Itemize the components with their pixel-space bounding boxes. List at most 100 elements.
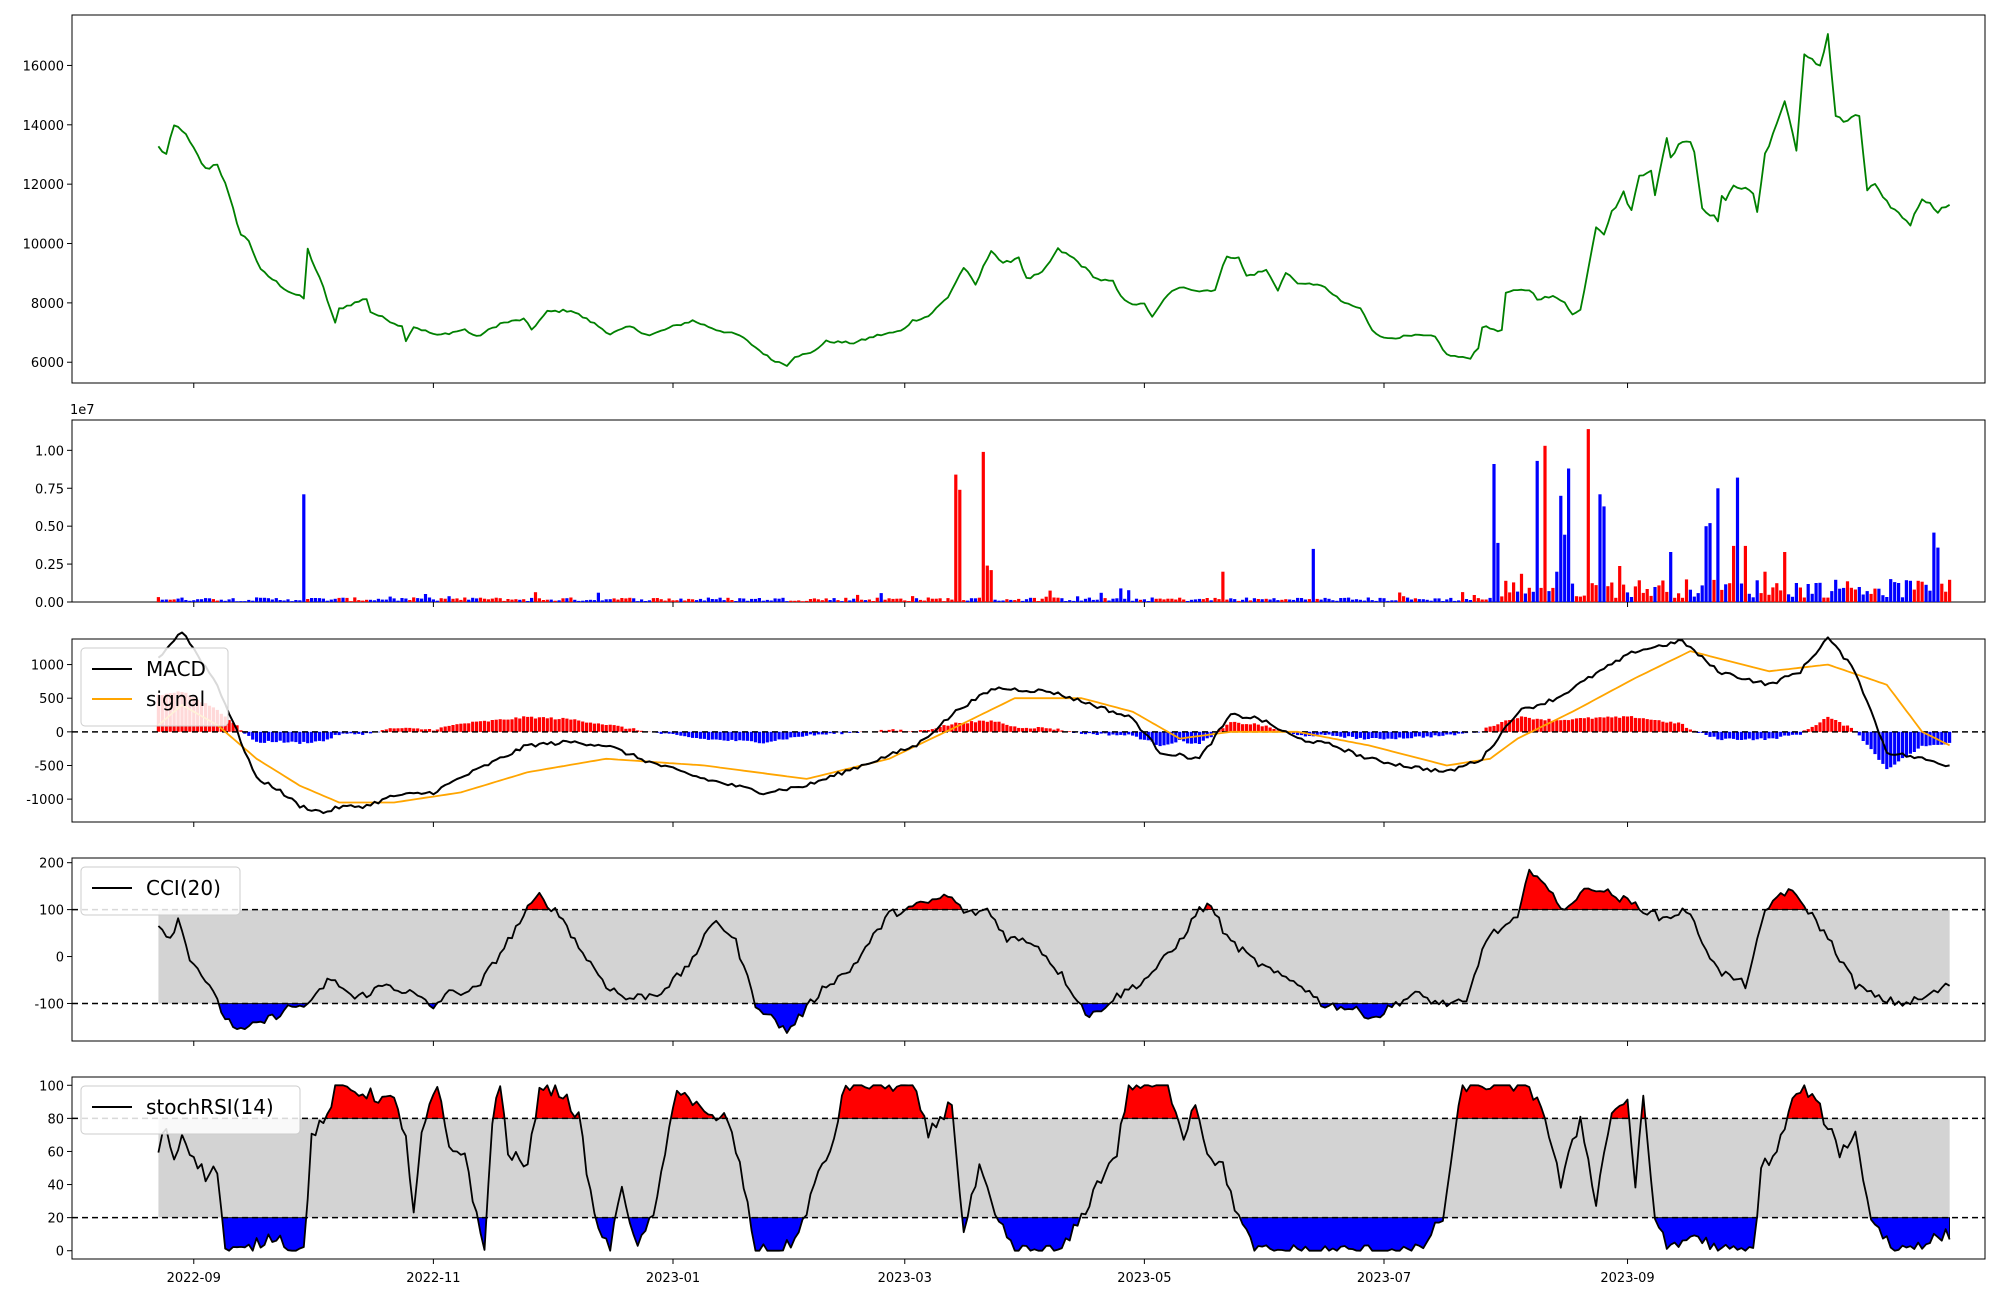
volume-bar [632,598,636,602]
volume-bars [156,429,1952,603]
volume-bar [1610,582,1614,602]
volume-bar [1570,583,1575,602]
macd-hist-bar [1653,720,1657,732]
macd-hist-bar [793,731,797,738]
volume-bar [1551,587,1555,602]
volume-bar [1115,598,1119,602]
volume-bar [1535,460,1539,602]
volume-bar [1720,589,1724,602]
volume-bar [400,598,404,602]
macd-hist-bar [1437,731,1441,737]
macd-hist-bar [993,721,997,732]
macd-hist-bar [757,731,761,744]
x-tick-label: 2023-01 [646,1271,700,1286]
volume-bar [1186,601,1190,602]
macd-hist-bar [353,731,357,735]
macd-hist-bar [526,716,530,732]
macd-hist-bar [298,731,302,744]
macd-hist-bar [836,731,840,733]
volume-bar [451,598,455,602]
macd-hist-bar [1221,728,1225,732]
macd-hist-bar [891,729,895,732]
macd-hist-bar [1763,731,1767,740]
volume-bar [1107,600,1111,602]
macd-hist-bar [490,720,494,732]
volume-bar [1433,598,1437,602]
volume-bar [1523,593,1527,602]
macd-hist-bar [1735,731,1740,740]
macd-hist-bar [533,718,538,732]
stochrsi-ytick-label: 40 [47,1179,64,1194]
macd-hist-bar [1920,731,1924,746]
macd-hist-bar [1131,731,1135,736]
volume-bar [333,598,337,602]
macd-hist-bar [1940,731,1944,745]
volume-bar [702,600,706,602]
volume-bar [361,600,365,602]
macd-hist-bar [1241,724,1245,732]
macd-hist-bar [302,731,306,742]
volume-bar [1197,598,1201,602]
macd-hist-bar [918,730,923,732]
macd-hist-bar [1912,731,1916,752]
volume-bar [1598,494,1602,602]
volume-bar [1602,506,1606,602]
volume-bar [643,601,648,602]
volume-bar [1044,596,1048,602]
macd-hist-bar [1916,731,1920,749]
volume-bar [840,601,844,602]
volume-bar [1732,545,1736,602]
macd-hist-bar [522,716,526,732]
macd-hist-bar [459,723,463,732]
volume-bar [1170,598,1174,602]
volume-bar [247,599,251,602]
volume-bar [1539,587,1543,602]
macd-hist-bar [1252,723,1256,732]
cci-neutral-band [158,909,1950,1004]
volume-bar [1150,597,1154,602]
price-ytick-label: 6000 [31,356,64,371]
macd-hist-bar [1578,718,1582,732]
macd-hist-bar [659,731,663,734]
volume-bar [895,598,899,602]
volume-ytick-label: 0.50 [35,520,64,535]
volume-bar [1142,599,1146,602]
macd-hist-bar [1948,731,1952,743]
macd-hist-bar [1582,718,1586,732]
macd-hist-bar [1315,731,1319,735]
volume-bar [478,597,483,602]
x-tick-label: 2023-05 [1117,1271,1171,1286]
volume-bar [1370,600,1374,602]
macd-hist-bar [742,731,746,741]
macd-hist-bar [1492,725,1496,732]
volume-bar [934,598,938,602]
volume-bar [1586,429,1590,602]
macd-hist-bar [1531,719,1535,732]
macd-hist-bar [1657,720,1661,732]
volume-bar [1205,598,1209,602]
volume-bar [718,597,722,602]
macd-hist-bar [958,723,962,732]
macd-hist-bar [1127,731,1131,735]
volume-bar [439,598,443,602]
signal-line [157,650,1950,804]
stochrsi-oversold-fill [749,1217,805,1252]
volume-bar [404,598,408,602]
macd-hist-bar [475,721,479,732]
macd-hist-bar [1602,717,1606,732]
volume-bar [1869,593,1873,602]
volume-bar [1877,588,1881,602]
volume-bar [628,597,632,602]
stochrsi-ytick-label: 20 [47,1212,64,1227]
macd-hist-bar [1783,731,1787,736]
volume-bar [290,601,294,602]
macd-hist-bar [969,721,974,732]
volume-bar [1048,590,1052,602]
macd-hist-bar [1574,718,1579,732]
price-ytick-label: 14000 [23,119,64,134]
macd-hist-bar [1032,728,1036,732]
volume-bar [966,600,970,602]
macd-hist-bar [1409,731,1414,739]
macd-hist-bar [557,719,561,732]
volume-bar [259,597,263,602]
